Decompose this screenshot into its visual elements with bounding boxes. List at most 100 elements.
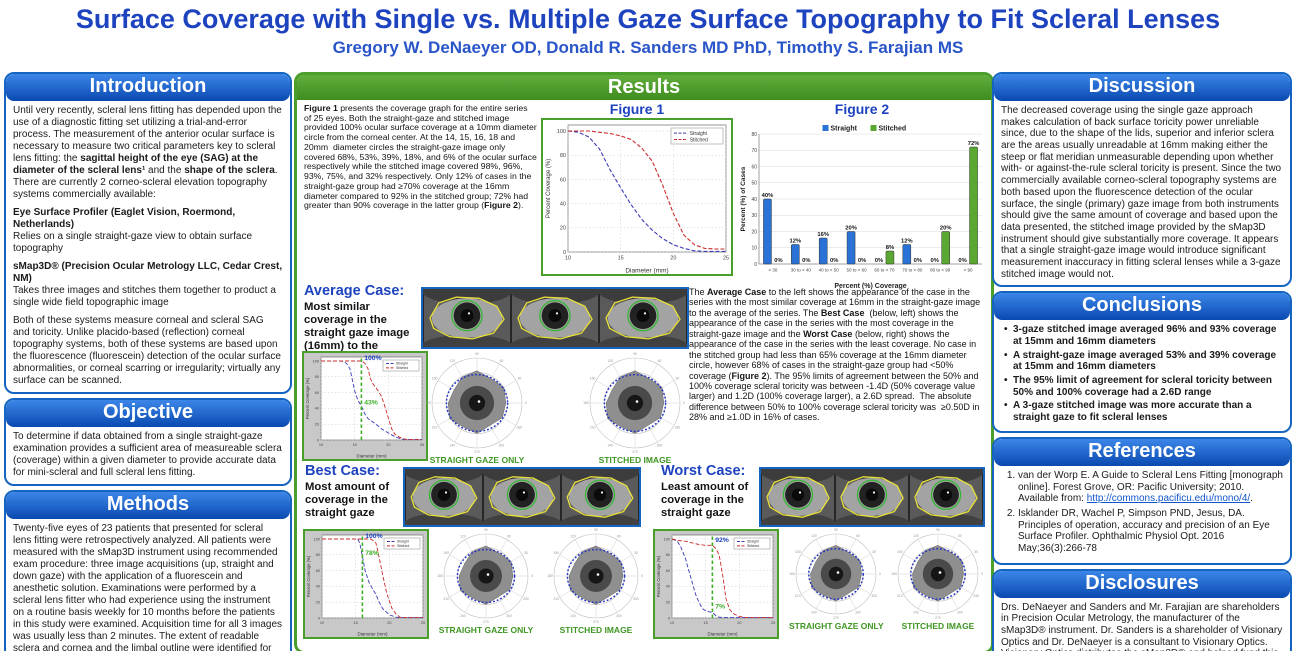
- svg-text:330: 330: [523, 597, 529, 601]
- svg-text:10: 10: [565, 256, 571, 262]
- svg-text:240: 240: [570, 614, 576, 618]
- svg-text:15: 15: [354, 621, 358, 625]
- svg-text:78%: 78%: [365, 550, 379, 557]
- svg-text:20: 20: [315, 423, 319, 427]
- section-methods: Methods Twenty-five eyes of 23 patients …: [4, 490, 292, 651]
- svg-text:Diameter (mm): Diameter (mm): [708, 632, 739, 637]
- svg-text:0: 0: [563, 250, 566, 256]
- svg-text:0: 0: [879, 572, 881, 576]
- svg-text:20: 20: [386, 443, 390, 447]
- svg-text:60 to < 70: 60 to < 70: [874, 268, 895, 273]
- introduction-paragraph-2: Eye Surface Profiler (Eaglet Vision, Roe…: [13, 207, 253, 254]
- svg-text:30: 30: [634, 551, 638, 555]
- svg-text:15: 15: [618, 256, 624, 262]
- best-stitched-polar: 0 30 60 90 120 150 180 210 240 270 300 330 STITCHED…: [547, 527, 645, 635]
- svg-text:180: 180: [891, 572, 897, 576]
- conclusions-body: 3-gaze stitched image averaged 96% and 9…: [994, 320, 1290, 431]
- objective-body: To determine if data obtained from a sin…: [13, 431, 282, 478]
- svg-text:100: 100: [664, 537, 670, 541]
- worst-case-text: Worst Case: Least amount of coverage in …: [661, 463, 763, 520]
- svg-text:10: 10: [320, 621, 324, 625]
- best-case-eye-photos: [403, 456, 641, 536]
- svg-text:Diameter (mm): Diameter (mm): [625, 268, 668, 275]
- references-header: References: [994, 438, 1290, 466]
- best-stitched-label: STITCHED IMAGE: [559, 625, 633, 635]
- average-case-eye-photos: [421, 276, 689, 359]
- svg-text:0%: 0%: [774, 258, 782, 264]
- worst-straight-polar: 0 30 60 90 120 150 180 210 240 270 300 330 STRAIGHT…: [789, 527, 884, 631]
- svg-text:0: 0: [317, 438, 319, 442]
- svg-text:72%: 72%: [968, 141, 980, 147]
- polar-map-image: 0 30 60 90 120 150 180 210 240 270 300 330: [891, 527, 985, 621]
- svg-text:0%: 0%: [802, 258, 810, 264]
- svg-text:100%: 100%: [365, 533, 382, 540]
- introduction-header: Introduction: [6, 74, 290, 101]
- svg-text:Stitched: Stitched: [747, 544, 759, 548]
- poster-title: Surface Coverage with Single vs. Multipl…: [75, 4, 1221, 34]
- svg-text:8%: 8%: [886, 245, 894, 251]
- svg-text:210: 210: [432, 426, 438, 430]
- svg-text:Straight: Straight: [690, 131, 708, 137]
- average-case-mini-chart: 0 20 40 60 80 100 10 15 20 25 100% 43% Straight Stitc…: [302, 351, 428, 461]
- results-paragraph-2: The Average Case to the left shows the a…: [689, 287, 983, 423]
- svg-text:40%: 40%: [762, 193, 774, 199]
- svg-text:330: 330: [675, 426, 681, 430]
- introduction-paragraph-4: Both of these systems measure corneal an…: [13, 315, 284, 386]
- worst-straight-label: STRAIGHT GAZE ONLY: [789, 621, 884, 631]
- svg-text:240: 240: [608, 444, 614, 448]
- svg-text:20%: 20%: [940, 226, 952, 232]
- svg-text:80: 80: [751, 132, 757, 138]
- svg-text:180: 180: [583, 401, 589, 405]
- introduction-body: Until very recently, scleral lens fittin…: [6, 101, 290, 392]
- svg-text:150: 150: [553, 551, 559, 555]
- svg-text:80: 80: [560, 153, 566, 159]
- svg-text:30: 30: [524, 551, 528, 555]
- svg-text:20: 20: [560, 226, 566, 232]
- svg-text:80: 80: [315, 375, 319, 379]
- svg-text:100: 100: [313, 359, 319, 363]
- figure1-block: Figure 1 0 20 40 60 80 100 10 15 20 25 Straight Sti…: [541, 101, 733, 279]
- svg-text:120: 120: [608, 359, 614, 363]
- worst-case-description: Least amount of coverage in the straight…: [661, 481, 749, 519]
- svg-text:20%: 20%: [845, 226, 857, 232]
- poster-authors: Gregory W. DeNaeyer OD, Donald R. Sander…: [332, 38, 964, 57]
- svg-text:240: 240: [450, 444, 456, 448]
- svg-text:60: 60: [666, 569, 670, 573]
- svg-text:16%: 16%: [817, 232, 829, 238]
- svg-text:0%: 0%: [958, 258, 966, 264]
- svg-text:210: 210: [443, 597, 449, 601]
- svg-text:Percent (%) Coverage: Percent (%) Coverage: [834, 283, 906, 290]
- svg-text:330: 330: [633, 597, 639, 601]
- references-list[interactable]: van der Worp E. A Guide to Scleral Lens …: [1001, 470, 1283, 555]
- svg-text:Diameter (mm): Diameter (mm): [357, 454, 388, 459]
- svg-text:0%: 0%: [875, 258, 883, 264]
- svg-text:60: 60: [560, 177, 566, 183]
- methods-body: Twenty-five eyes of 23 patients that pre…: [13, 523, 283, 651]
- svg-text:30: 30: [518, 377, 522, 381]
- svg-text:60: 60: [617, 534, 621, 538]
- svg-text:20: 20: [387, 621, 391, 625]
- right-column: Discussion The decreased coverage using …: [992, 72, 1292, 651]
- left-column: Introduction Until very recently, sclera…: [4, 72, 292, 651]
- average-straight-label: STRAIGHT GAZE ONLY: [429, 455, 525, 465]
- svg-text:Straight: Straight: [396, 362, 408, 366]
- svg-text:Straight: Straight: [831, 126, 858, 133]
- svg-text:> 90: > 90: [964, 268, 973, 273]
- svg-text:100%: 100%: [364, 355, 381, 362]
- svg-text:30: 30: [974, 550, 978, 554]
- methods-header: Methods: [6, 492, 290, 519]
- svg-text:15: 15: [353, 443, 357, 447]
- svg-text:10: 10: [751, 246, 757, 252]
- svg-text:40: 40: [666, 585, 670, 589]
- svg-text:40 to < 50: 40 to < 50: [819, 268, 840, 273]
- svg-text:30: 30: [751, 213, 757, 219]
- svg-text:100: 100: [314, 537, 320, 541]
- svg-text:15: 15: [704, 621, 708, 625]
- introduction-paragraph-1: Until very recently, scleral lens fittin…: [13, 105, 285, 200]
- svg-text:0: 0: [981, 572, 983, 576]
- svg-text:40: 40: [751, 197, 757, 203]
- worst-case-eye-photos: [759, 456, 985, 536]
- svg-text:0%: 0%: [930, 258, 938, 264]
- svg-text:70: 70: [751, 148, 757, 154]
- svg-text:150: 150: [897, 550, 903, 554]
